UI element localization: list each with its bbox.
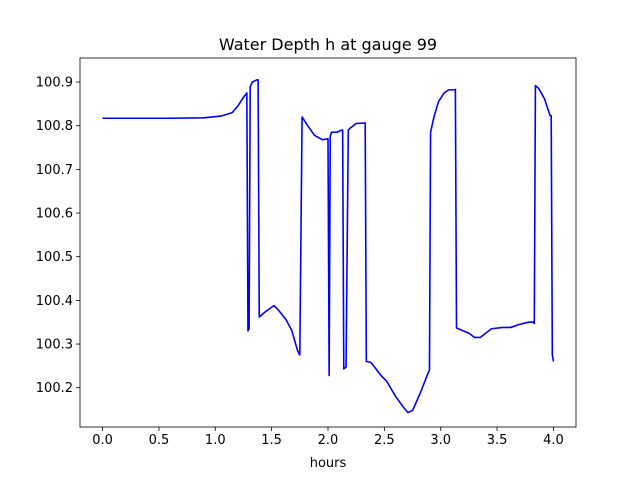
y-tick-label: 100.2 [36, 381, 73, 396]
x-tick-label: 4.0 [543, 433, 564, 448]
chart-title: Water Depth h at gauge 99 [219, 35, 437, 54]
x-axis-label: hours [310, 456, 347, 471]
x-tick-label: 2.5 [374, 433, 395, 448]
series-line-0 [102, 79, 555, 414]
x-tick-label: 1.5 [261, 433, 282, 448]
y-tick-label: 100.4 [36, 294, 73, 309]
x-tick-label: 3.0 [430, 433, 451, 448]
y-tick-label: 100.3 [36, 338, 73, 353]
x-tick-label: 1.0 [205, 433, 226, 448]
y-tick-label: 100.7 [36, 163, 73, 178]
plot-area: 0.0 0.5 1.0 1.5 2.0 2.5 3.0 3.5 4.0 100.2 100.3 100… [36, 57, 577, 448]
x-tick-label: 0.5 [149, 433, 170, 448]
y-tick-label: 100.9 [36, 76, 73, 91]
y-tick-label: 100.5 [36, 250, 73, 265]
y-tick-label: 100.6 [36, 207, 73, 222]
y-tick-label: 100.8 [36, 119, 73, 134]
axes-frame [79, 57, 577, 428]
x-tick-label: 3.5 [487, 433, 508, 448]
x-tick-label: 0.0 [92, 433, 113, 448]
x-tick-label: 2.0 [318, 433, 339, 448]
